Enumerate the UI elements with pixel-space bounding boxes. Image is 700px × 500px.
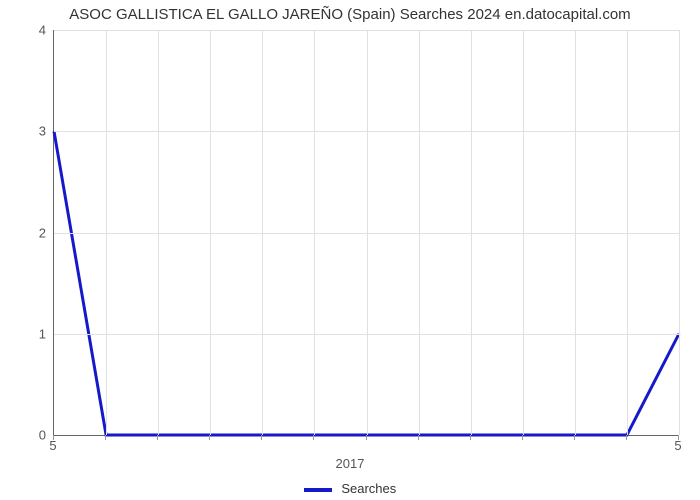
grid-line-v bbox=[627, 30, 628, 435]
grid-line-v bbox=[523, 30, 524, 435]
x-tick-mark bbox=[261, 435, 262, 440]
grid-line-v bbox=[575, 30, 576, 435]
x-tick-mark bbox=[574, 435, 575, 440]
chart-legend: Searches bbox=[0, 481, 700, 496]
y-tick-label: 2 bbox=[6, 225, 46, 240]
y-tick-label: 1 bbox=[6, 326, 46, 341]
grid-line-v bbox=[210, 30, 211, 435]
grid-line-v bbox=[262, 30, 263, 435]
x-tick-label-left: 5 bbox=[49, 438, 56, 453]
x-tick-mark bbox=[209, 435, 210, 440]
legend-label: Searches bbox=[341, 481, 396, 496]
grid-line-v bbox=[106, 30, 107, 435]
legend-swatch bbox=[304, 488, 332, 492]
x-tick-mark bbox=[105, 435, 106, 440]
x-tick-mark bbox=[626, 435, 627, 440]
x-tick-mark bbox=[522, 435, 523, 440]
grid-line-v bbox=[419, 30, 420, 435]
x-tick-mark bbox=[313, 435, 314, 440]
chart-title: ASOC GALLISTICA EL GALLO JAREÑO (Spain) … bbox=[0, 6, 700, 23]
y-tick-label: 0 bbox=[6, 428, 46, 443]
y-tick-label: 4 bbox=[6, 23, 46, 38]
grid-line-v bbox=[367, 30, 368, 435]
grid-line-v bbox=[471, 30, 472, 435]
x-tick-mark bbox=[418, 435, 419, 440]
x-tick-mark bbox=[366, 435, 367, 440]
chart-container: ASOC GALLISTICA EL GALLO JAREÑO (Spain) … bbox=[0, 0, 700, 500]
grid-line-v bbox=[158, 30, 159, 435]
plot-area bbox=[53, 30, 679, 436]
x-tick-mark bbox=[470, 435, 471, 440]
grid-line-v bbox=[679, 30, 680, 435]
grid-line-v bbox=[314, 30, 315, 435]
y-tick-label: 3 bbox=[6, 124, 46, 139]
x-tick-label-right: 5 bbox=[674, 438, 681, 453]
x-tick-mark bbox=[157, 435, 158, 440]
x-axis-center-label: 2017 bbox=[0, 456, 700, 471]
